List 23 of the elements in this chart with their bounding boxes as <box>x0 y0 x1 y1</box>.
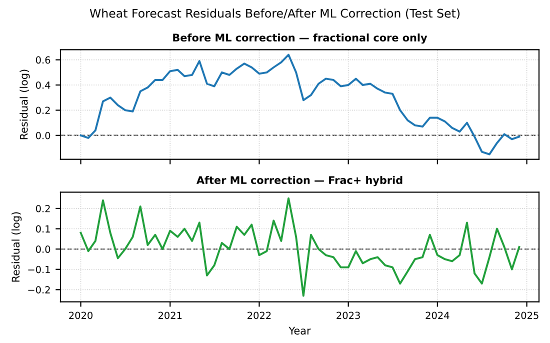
x-tick-label: 2021 <box>158 312 182 320</box>
y-tick-label: 0.1 <box>36 225 50 233</box>
chart-title: After ML correction — Frac+ hybrid <box>196 176 402 186</box>
y-tick-label: 0.4 <box>36 81 50 89</box>
x-tick-label: 2024 <box>426 312 450 320</box>
y-tick-label: 0.0 <box>36 246 50 253</box>
x-axis-title: Year <box>288 326 311 335</box>
x-tick-label: 2023 <box>336 312 360 320</box>
y-tick-label: −0.1 <box>28 266 50 274</box>
y-tick-label: 0.2 <box>36 106 50 114</box>
line-series <box>80 54 520 156</box>
line-series <box>80 197 520 297</box>
y-tick-label: 0.0 <box>36 132 50 140</box>
y-tick-label: 0.6 <box>36 56 50 64</box>
y-axis-title: Residual (log) <box>12 212 22 282</box>
y-tick-label: −0.2 <box>28 286 50 294</box>
x-tick-label: 2022 <box>248 312 271 320</box>
y-tick-label: 0.2 <box>36 204 50 212</box>
x-tick-label: 2025 <box>515 312 538 320</box>
y-axis-title: Residual (log) <box>20 70 30 140</box>
x-tick-label: 2020 <box>69 312 92 320</box>
chart-title: Wheat Forecast Residuals Before/After ML Correction (Test Set) <box>90 8 460 20</box>
chart-subtitle: Before ML correction — fractional core only <box>173 33 428 44</box>
